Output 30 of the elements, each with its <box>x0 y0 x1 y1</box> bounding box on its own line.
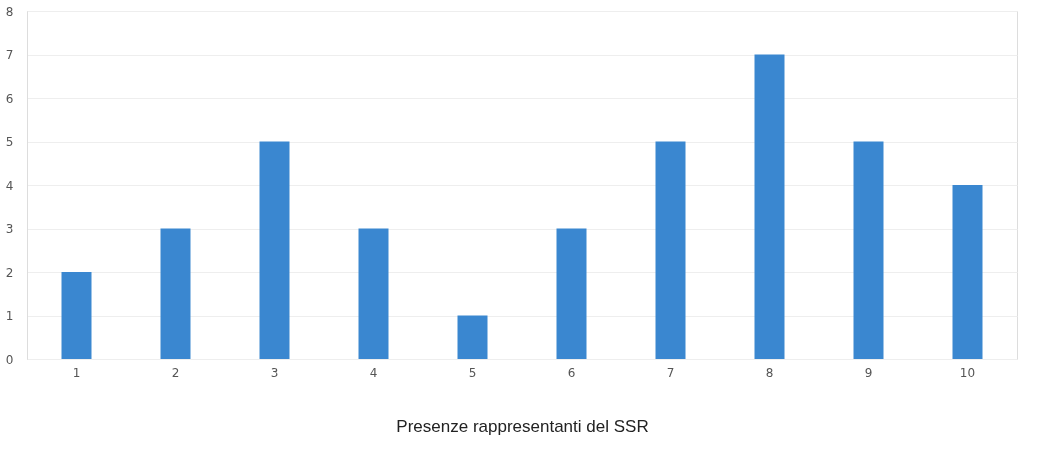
bar <box>952 185 983 359</box>
x-tick-label: 5 <box>468 365 477 380</box>
y-tick-label: 7 <box>5 48 14 62</box>
x-tick-label: 6 <box>567 365 576 380</box>
x-tick-label: 8 <box>765 365 774 380</box>
x-tick-label: 9 <box>864 365 873 380</box>
bar <box>754 54 785 359</box>
y-tick-label: 6 <box>5 91 14 106</box>
y-tick-label: 2 <box>5 265 14 280</box>
bar <box>160 228 191 359</box>
x-tick-label: 3 <box>270 365 279 380</box>
x-tick-label: 2 <box>171 365 180 380</box>
y-tick-label: 3 <box>5 222 14 236</box>
y-tick-label: 4 <box>5 178 14 193</box>
y-tick-label: 1 <box>5 309 14 323</box>
bar <box>61 272 92 359</box>
bar <box>853 141 884 359</box>
bar <box>358 228 389 359</box>
y-tick-label: 0 <box>5 352 14 367</box>
x-tick-label: 1 <box>72 365 81 380</box>
bar <box>556 228 587 359</box>
y-tick-label: 5 <box>5 135 14 149</box>
x-tick-label: 4 <box>369 365 378 380</box>
x-axis-title: Presenze rappresentanti del SSR <box>396 416 649 436</box>
bar <box>655 141 686 359</box>
bar <box>259 141 290 359</box>
x-tick-label: 7 <box>666 365 675 380</box>
y-tick-label: 8 <box>5 4 14 19</box>
bar <box>457 315 488 359</box>
x-tick-label: 10 <box>959 365 976 380</box>
